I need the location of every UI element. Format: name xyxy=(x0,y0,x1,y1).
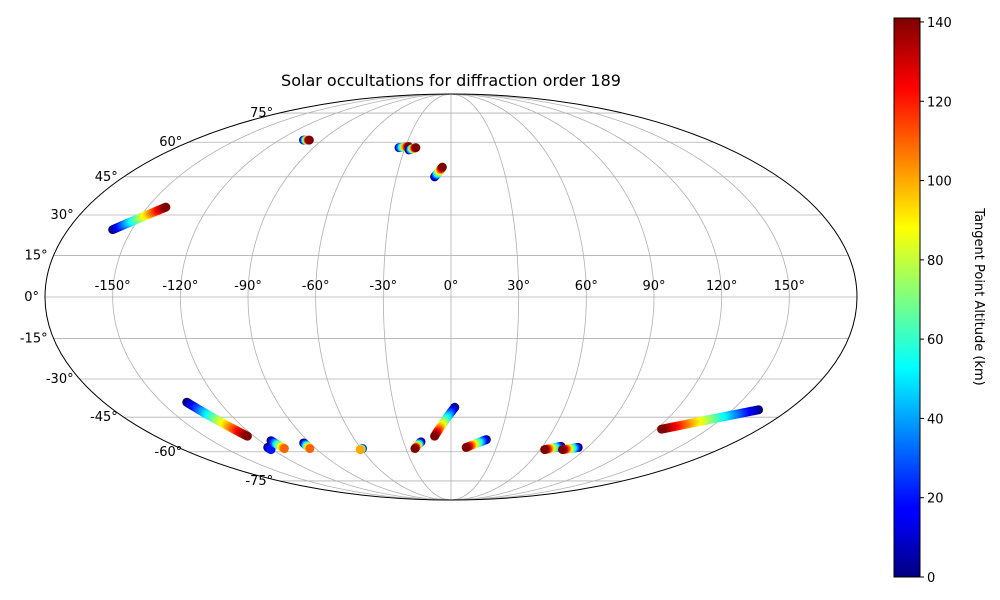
occultation-track xyxy=(430,402,460,441)
colorbar-tick-label: 80 xyxy=(927,254,944,269)
occultation-track xyxy=(558,442,583,455)
latitude-tick-labels: -75° -60° -45° -30° -15° 0° 15° 30° 45° 60° 75° xyxy=(20,106,273,489)
lon-tick-label: -60° xyxy=(302,279,330,294)
occultation-track xyxy=(430,162,447,182)
lat-tick-label: 45° xyxy=(95,170,118,185)
occultation-point xyxy=(558,445,568,455)
longitude-tick-labels: -150° -120° -90° -60° -30° 0° 30° 60° 90° 120° 150… xyxy=(95,279,805,294)
occultation-track xyxy=(657,405,764,434)
occultation-point xyxy=(161,202,171,212)
occultation-track xyxy=(355,444,367,455)
occultation-point xyxy=(540,445,550,455)
lat-tick-label: 75° xyxy=(250,106,273,121)
colorbar-ticks: 0 20 40 60 80 100 120 140 xyxy=(920,16,952,586)
occultation-point xyxy=(437,162,447,172)
occultation-point xyxy=(279,444,289,454)
occultation-track xyxy=(394,142,414,153)
occultation-points xyxy=(108,135,764,455)
colorbar-tick-label: 140 xyxy=(927,16,952,31)
occultation-track xyxy=(404,143,421,155)
occultation-point xyxy=(266,445,276,455)
colorbar: 0 20 40 60 80 100 120 140 Tangent Point Altitud… xyxy=(893,16,986,586)
colorbar-tick-label: 120 xyxy=(927,95,952,110)
occultation-point xyxy=(304,135,314,145)
lon-tick-label: 90° xyxy=(642,279,665,294)
occultation-point xyxy=(410,444,420,454)
occultation-track xyxy=(299,438,315,454)
lon-tick-label: -30° xyxy=(369,279,397,294)
lon-tick-label: -150° xyxy=(95,279,131,294)
lon-tick-label: 60° xyxy=(575,279,598,294)
occultation-point xyxy=(461,442,471,452)
occultation-track xyxy=(410,437,426,454)
lon-tick-label: 120° xyxy=(706,279,737,294)
map-frame xyxy=(44,93,858,501)
lat-tick-label: 30° xyxy=(51,208,74,223)
occultation-point xyxy=(355,445,365,455)
occultation-point xyxy=(305,444,315,454)
lat-tick-label: 0° xyxy=(24,290,39,305)
lon-tick-label: -90° xyxy=(234,279,262,294)
occultation-track xyxy=(461,435,491,452)
colorbar-tick-label: 100 xyxy=(927,175,952,190)
lon-tick-label: -120° xyxy=(162,279,198,294)
colorbar-tick-label: 40 xyxy=(927,412,944,427)
occultation-track xyxy=(299,135,314,145)
colorbar-tick-label: 0 xyxy=(927,571,935,586)
lat-tick-label: -15° xyxy=(20,332,48,347)
lat-tick-label: 60° xyxy=(159,135,182,150)
graticule xyxy=(45,94,857,500)
occultation-point xyxy=(411,143,421,153)
colorbar-label: Tangent Point Altitude (km) xyxy=(971,207,986,385)
lon-tick-label: 0° xyxy=(444,279,459,294)
lat-tick-label: -45° xyxy=(90,410,118,425)
occultation-point xyxy=(430,431,440,441)
occultation-track xyxy=(108,202,171,235)
occultation-point xyxy=(242,431,252,441)
occultation-track xyxy=(182,397,252,441)
colorbar-tick-label: 20 xyxy=(927,492,944,507)
lon-tick-label: 30° xyxy=(507,279,530,294)
chart-title: Solar occultations for diffraction order… xyxy=(281,71,621,90)
lon-tick-label: 150° xyxy=(774,279,805,294)
lat-tick-label: -75° xyxy=(245,474,273,489)
occultation-track xyxy=(266,436,289,454)
lat-tick-label: -60° xyxy=(155,445,183,460)
colorbar-gradient xyxy=(893,17,921,578)
lat-tick-label: 15° xyxy=(25,248,48,263)
colorbar-tick-label: 60 xyxy=(927,333,944,348)
occultation-point xyxy=(657,424,667,434)
lat-tick-label: -30° xyxy=(46,372,74,387)
